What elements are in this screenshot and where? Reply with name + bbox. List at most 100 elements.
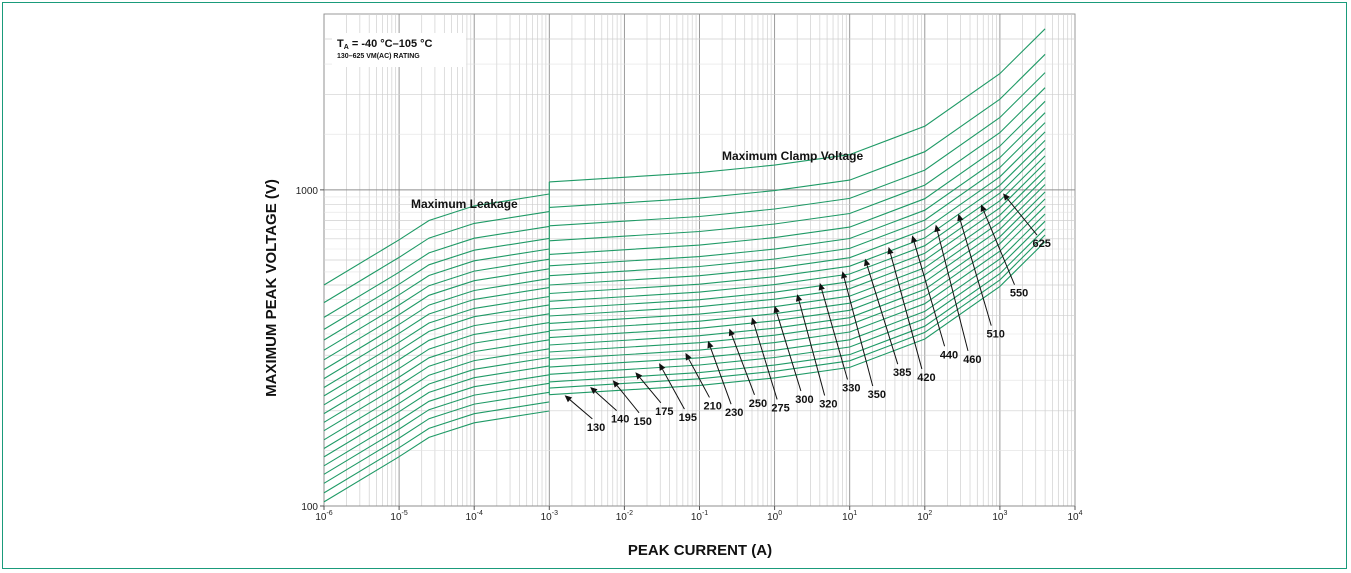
- rating-label-320: 320: [819, 398, 837, 410]
- leakage-curve-610: [323, 211, 550, 304]
- leakage-curve-300: [323, 330, 550, 423]
- x-tick-label: 10-6: [315, 510, 332, 523]
- leakage-curve-350: [323, 304, 550, 397]
- leakage-curve-580: [323, 237, 550, 330]
- leakage-curve-330: [323, 313, 550, 406]
- rating-arrowhead-195: [659, 363, 666, 371]
- clamp-curve-385: [549, 147, 1046, 302]
- rating-label-195: 195: [679, 412, 697, 424]
- rating-arrowhead-130: [564, 395, 573, 403]
- axes: 10-6 10-5 10-4 10-3 10-2 10-1 100 101 102 103 104 1…: [296, 186, 1083, 523]
- x-tick-label: 103: [992, 510, 1007, 523]
- rating-arrowhead-440: [911, 235, 918, 243]
- grid: [323, 13, 1076, 507]
- rating-label-175: 175: [655, 406, 673, 418]
- clamp-curve-320: [549, 169, 1046, 324]
- clamp-curve-230: [549, 198, 1046, 353]
- rating-arrowhead-140: [590, 386, 598, 395]
- rating-label-510: 510: [987, 329, 1005, 341]
- rating-arrowhead-320: [795, 294, 803, 302]
- x-axis-title: PEAK CURRENT (A): [628, 542, 772, 559]
- rating-arrowhead-300: [773, 305, 780, 314]
- clamp-curve-550: [549, 100, 1046, 255]
- rating-arrow-420: [889, 253, 923, 370]
- rating-label-350: 350: [868, 389, 886, 401]
- temperature-condition: TA = -40 °C–105 °C: [337, 38, 433, 51]
- clamp-curve-600: [549, 72, 1046, 227]
- leakage-curve-140: [323, 401, 550, 494]
- rating-label-460: 460: [963, 354, 981, 366]
- clamp-curve-330: [549, 162, 1046, 317]
- rating-arrow-275: [753, 323, 778, 400]
- leakage-curve-210: [323, 365, 550, 458]
- leakage-curve-195: [323, 374, 550, 467]
- leakage-curve-385: [323, 295, 550, 388]
- curves: [323, 28, 1046, 503]
- clamp-curve-210: [549, 205, 1046, 360]
- rating-label-420: 420: [917, 372, 935, 384]
- clamp-curve-510: [549, 112, 1046, 267]
- clamp-curve-580: [549, 87, 1046, 242]
- rating-label-150: 150: [633, 416, 651, 428]
- clamp-curve-300: [549, 177, 1046, 332]
- rating-label-330: 330: [842, 383, 860, 395]
- clamp-curve-275: [549, 184, 1046, 339]
- rating-label-440: 440: [940, 349, 958, 361]
- x-tick-label: 104: [1067, 510, 1082, 523]
- clamp-curve-610: [549, 53, 1046, 208]
- rating-arrow-140: [595, 391, 617, 411]
- clamp-curve-195: [549, 213, 1046, 368]
- rating-arrowhead-510: [957, 213, 964, 222]
- rating-arrow-625: [1007, 198, 1038, 236]
- rating-arrow-550: [983, 210, 1015, 285]
- rating-label-230: 230: [725, 407, 743, 419]
- rating-arrowhead-550: [980, 204, 987, 213]
- clamp-curve-625: [549, 28, 1046, 183]
- rating-label-550: 550: [1010, 288, 1028, 300]
- clamp-curve-460: [549, 122, 1046, 277]
- rating-label-210: 210: [704, 400, 722, 412]
- rating-label-130: 130: [587, 422, 605, 434]
- rating-arrowhead-275: [750, 317, 758, 326]
- rating-arrow-385: [866, 265, 899, 365]
- rating-arrow-460: [937, 231, 969, 352]
- rating-arrow-250: [731, 334, 755, 396]
- rating-arrow-150: [616, 385, 640, 414]
- x-tick-label: 10-5: [390, 510, 407, 523]
- leakage-curve-130: [323, 410, 550, 503]
- rating-arrowhead-250: [728, 328, 735, 337]
- x-tick-label: 10-4: [466, 510, 483, 523]
- rating-arrow-300: [776, 312, 802, 392]
- x-tick-label: 10-1: [691, 510, 708, 523]
- clamp-curve-350: [549, 155, 1046, 310]
- y-axis-title: MAXIMUM PEAK VOLTAGE (V): [263, 179, 280, 397]
- rating-arrow-320: [798, 300, 826, 396]
- rating-label-275: 275: [771, 402, 789, 414]
- clamp-annotation: Maximum Clamp Voltage: [722, 149, 863, 163]
- rating-arrow-440: [913, 241, 946, 347]
- rating-arrowhead-350: [841, 271, 848, 279]
- rating-arrow-230: [709, 347, 732, 405]
- rating-arrow-350: [843, 277, 874, 387]
- rating-arrowhead-385: [864, 258, 871, 267]
- rating-arrowhead-460: [934, 224, 941, 233]
- rating-arrow-175: [639, 377, 662, 404]
- condition-box: [332, 33, 466, 67]
- clamp-curve-150: [549, 228, 1046, 383]
- x-tick-label: 101: [842, 510, 857, 523]
- leakage-curve-460: [323, 268, 550, 361]
- rating-arrowhead-175: [635, 372, 643, 380]
- y-tick-label: 100: [301, 502, 318, 513]
- clamp-curve-420: [549, 140, 1046, 295]
- clamp-curve-440: [549, 131, 1046, 286]
- rating-arrow-510: [959, 220, 992, 326]
- rating-arrowhead-625: [1003, 193, 1010, 201]
- rating-arrowhead-230: [707, 340, 714, 349]
- leakage-curve-150: [323, 391, 550, 484]
- x-tick-label: 10-2: [616, 510, 633, 523]
- rating-arrow-130: [569, 399, 593, 420]
- leakage-annotation: Maximum Leakage: [411, 197, 518, 211]
- rating-arrow-210: [688, 358, 710, 398]
